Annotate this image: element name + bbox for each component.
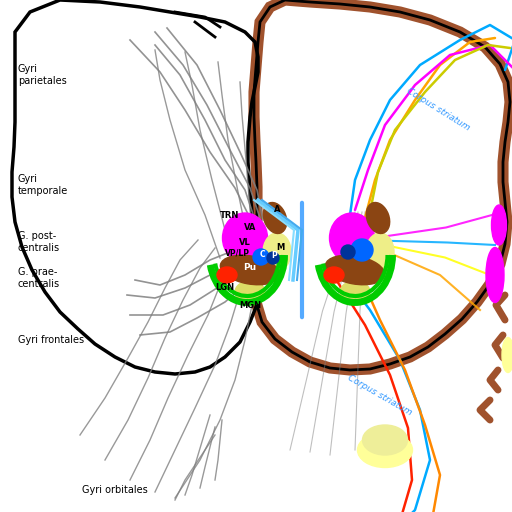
Ellipse shape <box>217 267 237 283</box>
Circle shape <box>267 252 279 264</box>
Ellipse shape <box>362 425 408 455</box>
Ellipse shape <box>366 233 394 271</box>
Ellipse shape <box>263 233 291 271</box>
Text: TRN: TRN <box>220 211 240 220</box>
Text: Gyri frontales: Gyri frontales <box>18 335 84 345</box>
Ellipse shape <box>502 337 512 373</box>
Ellipse shape <box>340 281 370 303</box>
Ellipse shape <box>220 255 280 285</box>
Text: P: P <box>271 251 277 260</box>
Ellipse shape <box>324 267 344 283</box>
Text: M: M <box>276 243 284 252</box>
Text: A: A <box>274 205 280 214</box>
Ellipse shape <box>223 213 267 263</box>
Ellipse shape <box>235 281 265 303</box>
Text: Corpus striatum: Corpus striatum <box>346 373 414 417</box>
Ellipse shape <box>486 247 504 303</box>
Text: VL: VL <box>239 238 251 247</box>
Text: Gyri orbitales: Gyri orbitales <box>82 485 148 495</box>
Ellipse shape <box>325 255 385 285</box>
Circle shape <box>253 249 269 265</box>
Text: Gyri
temporale: Gyri temporale <box>18 174 68 196</box>
Text: VA: VA <box>244 223 256 232</box>
Text: Gyri
parietales: Gyri parietales <box>18 64 67 86</box>
Text: LGN: LGN <box>216 283 234 292</box>
Ellipse shape <box>263 203 287 233</box>
Text: Pu: Pu <box>243 263 257 272</box>
Text: C: C <box>259 250 265 259</box>
Text: G. post-
centralis: G. post- centralis <box>18 231 60 253</box>
Ellipse shape <box>330 213 374 263</box>
Text: G. prae-
centralis: G. prae- centralis <box>18 267 60 289</box>
Text: VP/LP: VP/LP <box>224 249 249 258</box>
Ellipse shape <box>366 203 390 233</box>
Circle shape <box>341 245 355 259</box>
Ellipse shape <box>492 205 506 245</box>
Circle shape <box>351 239 373 261</box>
Text: Corpus striatum: Corpus striatum <box>405 86 472 132</box>
Ellipse shape <box>357 433 413 467</box>
Text: MGN: MGN <box>239 301 261 310</box>
